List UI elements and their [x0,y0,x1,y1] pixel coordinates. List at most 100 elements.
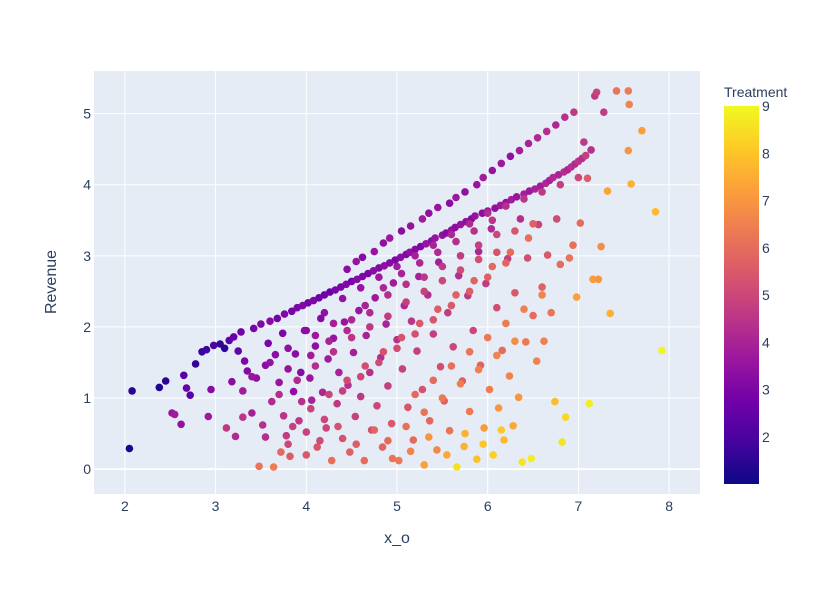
data-point [538,188,546,196]
data-point [506,152,515,161]
data-point [311,331,320,340]
data-point [352,440,361,449]
data-point [488,166,497,175]
data-point [606,309,614,318]
data-point [382,320,390,328]
data-point [511,289,519,297]
data-point [612,87,621,95]
data-point [186,391,194,400]
data-point [587,146,595,154]
data-point [362,331,371,340]
data-point [325,337,333,346]
data-point [420,273,429,282]
data-point [436,362,445,371]
data-point [465,220,474,228]
data-point [361,301,370,310]
data-point [420,287,429,296]
data-point [488,216,497,225]
data-point [375,273,383,282]
data-point [398,365,407,373]
data-point [465,348,474,356]
data-point [624,146,633,155]
data-point [574,173,583,182]
data-point [384,382,392,390]
data-point [366,368,374,377]
data-point [317,314,325,323]
data-point [493,303,501,312]
data-point [402,298,410,306]
y-tick-label: 0 [83,461,91,477]
data-point [248,372,256,381]
data-point [370,247,379,256]
data-point [275,378,283,387]
data-point [524,139,533,148]
data-point [207,385,215,394]
data-point [373,402,381,410]
data-point [603,187,612,195]
data-point [239,413,247,422]
data-point [302,451,311,459]
data-point [385,234,394,242]
data-point [452,237,460,246]
data-point [407,317,416,326]
data-point [204,412,213,421]
data-point [638,126,646,135]
data-point [433,446,441,454]
data-point [580,138,588,146]
data-point [447,301,456,310]
data-point [473,455,481,464]
data-point [286,452,294,461]
data-point [429,316,438,324]
data-point [658,346,666,355]
data-point [393,344,401,353]
data-point [473,180,481,189]
data-point [271,350,280,359]
data-point [488,262,497,271]
data-point [338,434,347,443]
data-point [371,294,380,302]
data-point [379,239,388,247]
data-point [522,338,530,346]
data-point [497,159,506,168]
data-point [327,456,336,465]
x-axis-title: x_o [384,530,410,547]
data-point [358,253,367,262]
data-point [313,443,322,451]
data-point [397,227,406,235]
data-point [307,396,316,405]
data-point [542,127,551,136]
data-point [275,390,283,399]
data-point [594,275,603,284]
data-point [538,283,546,291]
data-point [597,242,605,251]
y-tick-labels: 0 1 2 3 4 5 [83,106,91,477]
data-point [452,291,460,299]
data-point [489,451,498,459]
data-point [474,247,483,256]
colorbar-tick-label: 6 [762,240,770,256]
y-tick-label: 4 [83,177,91,193]
data-point [425,209,433,217]
x-tick-label: 3 [212,498,220,514]
data-point [297,368,305,377]
data-point [125,444,134,453]
data-point [239,387,247,395]
data-point [438,394,447,402]
data-point [497,426,506,434]
data-point [356,284,365,292]
x-gridlines [124,71,670,494]
data-point [529,220,537,228]
data-point [438,276,447,285]
data-point [413,347,421,355]
data-point [452,193,460,202]
data-point [483,209,492,217]
data-point [280,310,289,318]
data-point [532,357,541,365]
data-point [625,100,633,109]
data-point [493,248,501,257]
data-point [209,341,218,350]
data-point [349,348,358,357]
data-point [581,151,590,160]
data-point [434,248,442,257]
data-point [352,257,361,266]
